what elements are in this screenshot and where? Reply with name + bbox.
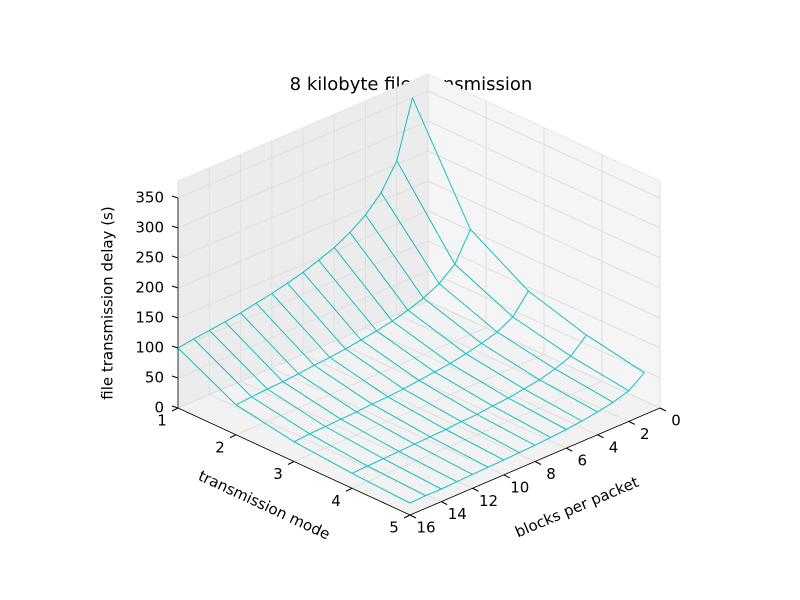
x-tick-label: 10	[510, 478, 529, 496]
wire-column	[411, 97, 645, 374]
y-tick	[345, 487, 353, 492]
wire-column	[365, 214, 598, 413]
x-tick-label: 4	[609, 438, 619, 456]
grid	[177, 74, 661, 516]
grid-line	[177, 240, 429, 349]
z-tick-label: 50	[145, 369, 164, 387]
grid-line	[177, 180, 429, 289]
y-tick	[171, 407, 179, 412]
x-axis-label: blocks per packet	[512, 473, 641, 541]
wire-column	[333, 247, 567, 430]
wire-column	[396, 160, 630, 392]
x-tick	[597, 434, 604, 439]
y-tick	[403, 514, 411, 519]
wire-column	[380, 192, 614, 403]
y-tick-label: 4	[331, 492, 341, 510]
z-tick	[171, 225, 179, 229]
wire-column	[255, 302, 489, 468]
wire-column	[193, 338, 426, 497]
wire-row	[235, 229, 471, 406]
grid-line	[427, 270, 661, 379]
wire-row	[351, 334, 587, 474]
x-tick	[409, 514, 417, 519]
grid-line	[177, 210, 429, 319]
wire-column	[287, 282, 520, 454]
z-tick	[171, 315, 179, 319]
grid-line	[427, 120, 661, 229]
wire-column	[208, 330, 442, 490]
wire-column	[240, 312, 473, 475]
wire-column	[318, 259, 551, 438]
x-tick	[628, 420, 635, 425]
y-tick-label: 3	[273, 465, 283, 483]
y-axis-line	[177, 407, 411, 516]
grid-line	[235, 327, 487, 436]
z-tick	[171, 405, 179, 409]
y-tick-label: 5	[389, 519, 399, 537]
z-tick	[171, 285, 179, 289]
wire-column	[224, 321, 458, 483]
grid-line	[427, 180, 661, 289]
grid-line	[293, 354, 545, 462]
grid-line	[427, 240, 661, 349]
grid-line	[177, 120, 429, 229]
x-tick-label: 12	[479, 492, 498, 510]
wire-column	[302, 271, 536, 446]
grid-line	[177, 90, 429, 199]
grid-line	[427, 90, 661, 199]
wire-column	[177, 347, 411, 504]
wire-row	[409, 372, 645, 504]
x-tick	[441, 501, 448, 506]
grid-line	[177, 150, 429, 259]
z-tick-label: 300	[135, 219, 164, 237]
x-tick	[472, 487, 479, 492]
z-axis-label: file transmission delay (s)	[99, 206, 117, 399]
x-tick-label: 6	[577, 452, 587, 470]
z-tick-label: 0	[154, 399, 164, 417]
y-tick-label: 2	[215, 438, 225, 456]
z-tick-label: 200	[135, 279, 164, 297]
x-tick	[534, 461, 542, 465]
z-tick-label: 250	[135, 249, 164, 267]
y-tick-label: 1	[157, 412, 167, 430]
z-tick-label: 100	[135, 339, 164, 357]
grid-line	[177, 270, 429, 379]
y-tick	[287, 461, 295, 465]
grid-line	[427, 210, 661, 319]
x-tick-label: 14	[448, 505, 467, 523]
grid-line	[177, 300, 429, 409]
grid-line	[427, 150, 661, 259]
x-tick-label: 2	[640, 425, 650, 443]
panes	[176, 73, 662, 516]
z-tick-label: 150	[135, 309, 164, 327]
wire-column	[271, 293, 505, 461]
x-tick	[659, 407, 667, 412]
wireframe	[177, 97, 645, 504]
y-tick	[229, 434, 237, 439]
z-tick-label: 350	[135, 189, 164, 207]
x-tick	[566, 447, 573, 452]
x-tick-label: 8	[546, 465, 556, 483]
y-axis-label: transmission mode	[196, 467, 333, 544]
wire-row	[177, 97, 413, 349]
x-tick-label: 16	[416, 519, 435, 537]
x-axis-line	[409, 407, 661, 516]
wire-column	[349, 232, 583, 422]
z-tick	[171, 195, 179, 199]
x-tick	[503, 474, 510, 479]
z-tick	[171, 345, 179, 349]
x-tick-label: 0	[671, 412, 681, 430]
grid-line	[427, 300, 661, 409]
z-tick	[171, 255, 179, 259]
z-tick	[171, 375, 179, 379]
grid-line	[351, 380, 603, 489]
wire-row	[293, 290, 529, 443]
